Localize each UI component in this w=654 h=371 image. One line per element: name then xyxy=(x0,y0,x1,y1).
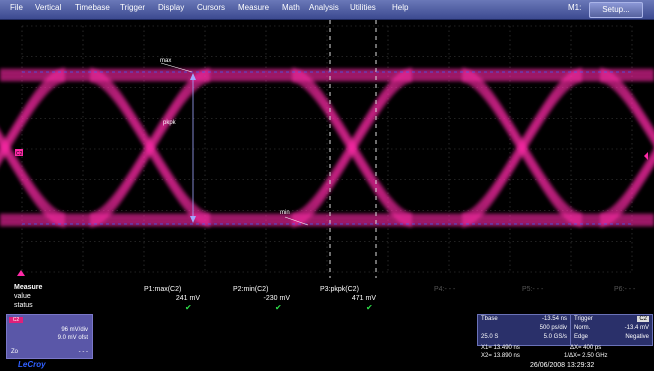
channel-vdiv: 96 mV/div xyxy=(61,327,88,333)
param-p2-value: -230 mV xyxy=(263,295,290,302)
cursor-inverse-delta: 1/ΔX= 2.50 GHz xyxy=(564,353,608,359)
menu-bar: File Vertical Timebase Trigger Display C… xyxy=(0,0,654,20)
min-leader xyxy=(284,216,309,226)
menu-measure[interactable]: Measure xyxy=(238,3,270,12)
timebase-points: 25.0 S xyxy=(481,334,499,340)
min-marker-label: min xyxy=(280,210,290,216)
channel-marker-text: C2 xyxy=(16,151,23,157)
timebase-descriptor-box[interactable]: Tbase -13.54 ns 500 ps/div 25.0 S 5.0 GS… xyxy=(477,314,571,346)
menu-help[interactable]: Help xyxy=(392,3,409,12)
zoom-label: Zo xyxy=(11,349,19,355)
param-p3-status-check-icon: ✔ xyxy=(366,303,373,312)
trigger-level: -13.4 mV xyxy=(624,325,649,331)
menu-utilities[interactable]: Utilities xyxy=(350,3,376,12)
cursor-x1: X1= 13.490 ns xyxy=(481,345,520,351)
menu-vertical[interactable]: Vertical xyxy=(35,3,62,12)
param-p1-status-check-icon: ✔ xyxy=(185,303,192,312)
cursor-delta-x: ΔX= 400 ps xyxy=(570,345,602,351)
trace-segment xyxy=(599,77,654,148)
trigger-level-marker[interactable] xyxy=(644,152,648,160)
trigger-channel: C2 xyxy=(637,316,649,322)
cursor-lines[interactable] xyxy=(22,20,632,278)
pkpk-arrow-up xyxy=(190,73,196,80)
pkpk-marker-label: pkpk xyxy=(163,120,177,126)
measure-title[interactable]: Measure xyxy=(14,284,43,291)
menu-analysis[interactable]: Analysis xyxy=(309,3,339,12)
param-p2-status-check-icon: ✔ xyxy=(275,303,282,312)
lecroy-logo: LeCroy xyxy=(18,360,46,369)
menu-math[interactable]: Math xyxy=(282,3,300,12)
param-p1-label[interactable]: P1:max(C2) xyxy=(144,286,182,293)
timebase-delay: -13.54 ns xyxy=(541,316,567,322)
trace-segment xyxy=(0,129,66,218)
channel-tag: C2 xyxy=(9,317,23,323)
channel-offset: 9.0 mV ofst xyxy=(57,335,88,341)
trigger-descriptor-box[interactable]: Trigger C2 Norm. -13.4 mV Edge Negative xyxy=(570,314,653,346)
param-p3-value: 471 mV xyxy=(351,295,376,302)
trigger-position-marker[interactable] xyxy=(17,270,25,276)
timebase-label: Tbase xyxy=(481,316,498,322)
menu-file[interactable]: File xyxy=(10,3,23,12)
channel-descriptor-box[interactable]: C2 96 mV/div 9.0 mV ofst Zo - - - xyxy=(6,314,93,359)
trigger-mode: Norm. xyxy=(574,325,591,331)
menu-trigger[interactable]: Trigger xyxy=(120,3,146,12)
trigger-type: Edge xyxy=(574,334,589,340)
zoom-dash: - - - xyxy=(78,349,88,355)
timebase-rate: 5.0 GS/s xyxy=(543,334,567,340)
pkpk-arrow-down xyxy=(190,216,196,223)
max-marker-label: max xyxy=(160,58,171,64)
cursor-x2: X2= 13.890 ns xyxy=(481,353,520,359)
channel-ground-marker[interactable] xyxy=(15,149,23,156)
param-p3-label[interactable]: P3:pkpk(C2) xyxy=(320,286,359,293)
max-leader xyxy=(160,62,193,73)
trigger-slope: Negative xyxy=(625,334,649,340)
param-p6-label[interactable]: P6:- - - xyxy=(614,286,636,293)
param-p2-label[interactable]: P2:min(C2) xyxy=(233,286,269,293)
menu-display[interactable]: Display xyxy=(158,3,185,12)
param-p1-value: 241 mV xyxy=(175,295,200,302)
eye-diagram-trace xyxy=(0,67,654,228)
menu-timebase[interactable]: Timebase xyxy=(75,3,110,12)
value-row-label: value xyxy=(14,293,31,300)
trigger-label: Trigger xyxy=(574,316,593,322)
menu-cursors[interactable]: Cursors xyxy=(197,3,226,12)
timebase-tdiv: 500 ps/div xyxy=(539,325,567,331)
param-p5-label[interactable]: P5:- - - xyxy=(522,286,544,293)
trace-segment xyxy=(599,147,654,218)
math-channel-label: M1: xyxy=(568,3,582,12)
waveform-display[interactable]: max pkpk min C2 xyxy=(0,20,654,278)
timestamp: 26/06/2008 13:29:32 xyxy=(530,362,595,369)
param-p4-label[interactable]: P4:- - - xyxy=(434,286,456,293)
setup-button[interactable]: Setup... xyxy=(589,2,643,18)
grid xyxy=(21,25,633,273)
status-row-label: status xyxy=(14,302,33,309)
